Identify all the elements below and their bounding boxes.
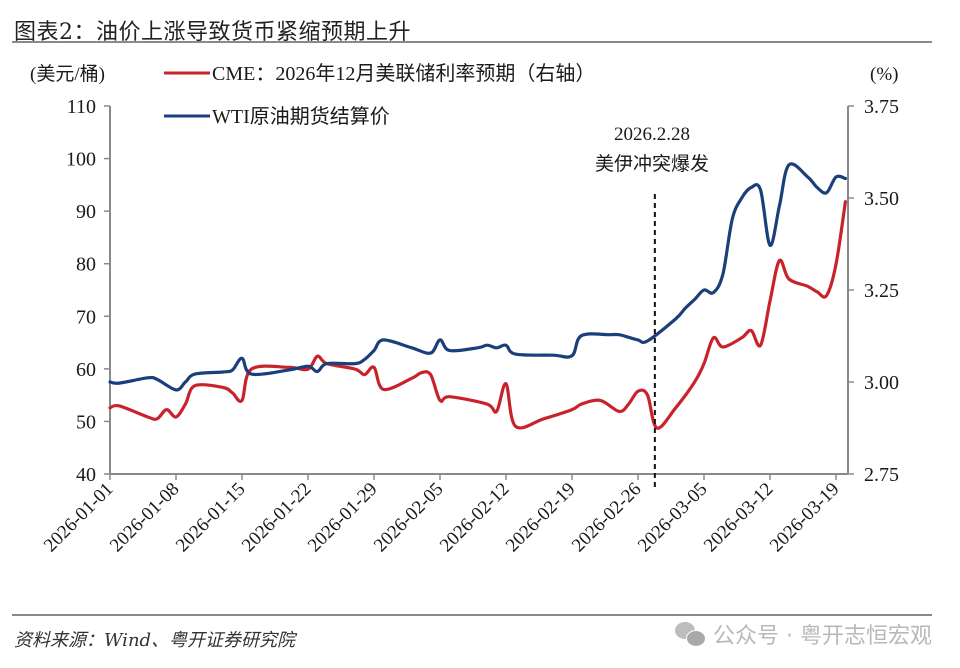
dual-axis-line-chart: (美元/桶) (%) CME：2026年12月美联储利率预期（右轴） WTI原油…	[30, 62, 899, 556]
x-tick-label: 2026-02-19	[502, 479, 580, 557]
x-tick-label: 2026-02-12	[436, 479, 514, 557]
left-y-tick-label: 80	[76, 254, 96, 276]
event-annotation: 2026.2.28 美伊冲突爆发	[595, 124, 709, 490]
x-tick-label: 2026-01-01	[40, 479, 118, 557]
wti-price-line	[108, 162, 847, 392]
left-axis-unit: (美元/桶)	[30, 63, 105, 85]
left-y-tick-label: 50	[76, 411, 96, 433]
x-tick-label: 2026-02-05	[370, 479, 448, 557]
legend-label-wti: WTI原油期货结算价	[212, 105, 390, 128]
wechat-icon	[675, 622, 707, 647]
right-y-tick-label: 3.25	[864, 280, 899, 302]
event-label: 美伊冲突爆发	[595, 153, 709, 175]
cme-rate-expectation-line	[108, 200, 847, 430]
left-y-tick-label: 40	[76, 464, 96, 486]
left-y-tick-label: 110	[67, 96, 96, 118]
watermark: 公众号 · 粤开志恒宏观	[675, 618, 932, 650]
legend-label-cme: CME：2026年12月美联储利率预期（右轴）	[212, 62, 595, 85]
x-tick-label: 2026-02-26	[568, 479, 646, 557]
x-tick-label: 2026-03-19	[766, 479, 844, 557]
x-tick-label: 2026-03-12	[700, 479, 778, 557]
title-divider	[12, 41, 932, 43]
left-y-tick-label: 60	[76, 359, 96, 381]
watermark-text: 公众号 · 粤开志恒宏观	[713, 624, 932, 649]
x-tick-label: 2026-01-22	[238, 479, 316, 557]
event-date: 2026.2.28	[614, 124, 690, 145]
left-y-tick-label: 100	[66, 149, 96, 171]
left-y-tick-label: 70	[76, 306, 96, 328]
right-y-tick-label: 3.00	[864, 372, 899, 394]
x-tick-label: 2026-01-29	[304, 479, 382, 557]
right-y-tick-label: 3.50	[864, 188, 899, 210]
axes: 40 50 60 70 80 90 100 110 2.75 3.00 3.25 3.50 3.75 20…	[40, 96, 899, 556]
series-layer	[108, 162, 847, 430]
left-y-tick-label: 90	[76, 201, 96, 223]
footer-divider	[12, 614, 932, 616]
chart-title: 图表2：油价上涨导致货币紧缩预期上升	[14, 20, 411, 45]
x-tick-label: 2026-01-15	[172, 479, 250, 557]
legend: CME：2026年12月美联储利率预期（右轴） WTI原油期货结算价	[164, 62, 595, 128]
x-tick-label: 2026-03-05	[634, 479, 712, 557]
source-note: 资料来源：Wind、粤开证券研究院	[14, 630, 296, 651]
right-axis-unit: (%)	[870, 64, 898, 85]
right-y-tick-label: 2.75	[864, 464, 899, 486]
x-tick-label: 2026-01-08	[106, 479, 184, 557]
right-y-tick-label: 3.75	[864, 96, 899, 118]
